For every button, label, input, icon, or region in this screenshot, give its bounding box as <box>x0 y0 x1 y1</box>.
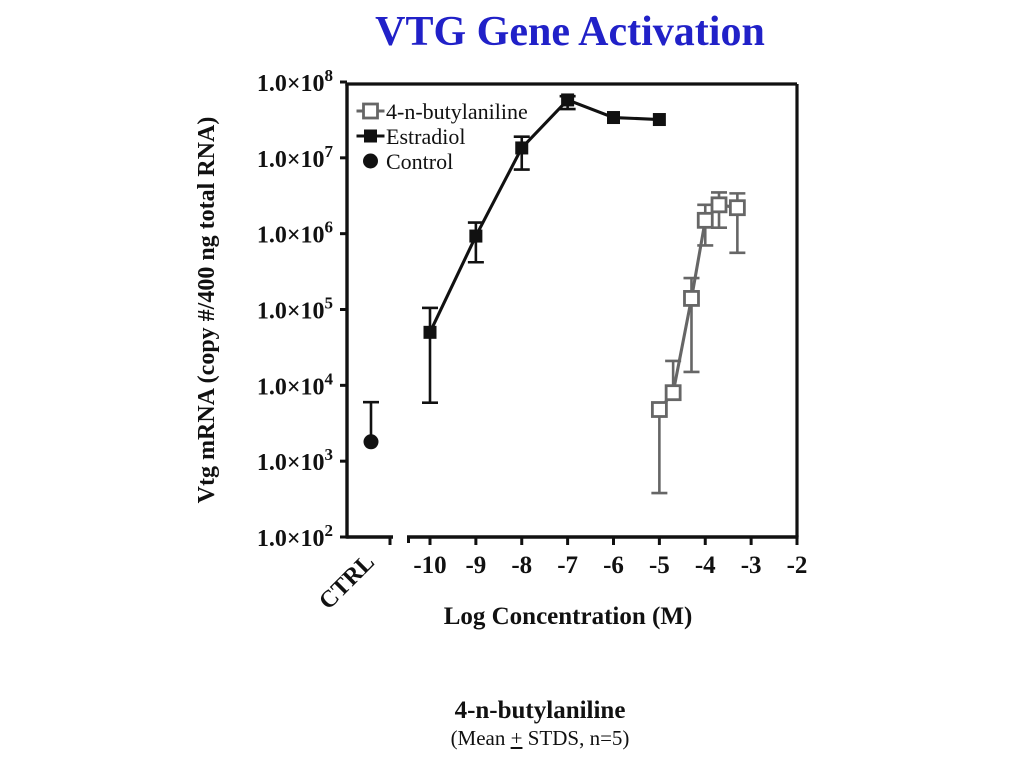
caption-compound: 4-n-butylaniline <box>454 697 626 724</box>
4-n-butylaniline-marker <box>710 196 728 214</box>
x-tick-label: -7 <box>557 552 578 579</box>
y-tick-exponent: 3 <box>325 445 334 464</box>
legend-label: Estradiol <box>386 124 465 149</box>
legend-label: Control <box>386 149 453 174</box>
caption-stats-post: STDS, n=5) <box>522 726 630 750</box>
estradiol-marker <box>423 325 437 339</box>
estradiol-marker <box>561 93 575 107</box>
4-n-butylaniline-marker <box>683 290 700 307</box>
4-n-butylaniline-marker <box>650 401 668 418</box>
caption-stats-pre: (Mean <box>450 726 511 750</box>
y-tick-exponent: 8 <box>325 66 334 85</box>
caption-stats: (Mean + STDS, n=5) <box>240 726 840 751</box>
legend-open-square-icon <box>362 102 379 120</box>
x-axis-title: Log Concentration (M) <box>444 603 693 630</box>
estradiol-marker <box>515 141 529 155</box>
4-n-butylaniline-line <box>658 203 738 411</box>
y-tick-label: 1.0×103 <box>257 445 333 476</box>
estradiol-marker <box>607 111 620 125</box>
x-tick-label: -8 <box>511 552 532 579</box>
4-n-butylaniline-marker <box>728 199 746 217</box>
x-tick-label: -9 <box>465 552 486 579</box>
y-tick-exponent: 6 <box>325 218 334 237</box>
x-tick-label: -2 <box>787 552 808 579</box>
legend-filled-square-icon <box>364 129 377 143</box>
x-tick-label: -10 <box>413 552 446 579</box>
y-tick-exponent: 4 <box>325 369 334 388</box>
legend-label: 4-n-butylaniline <box>386 99 528 124</box>
4-n-butylaniline-marker <box>664 384 682 402</box>
plus-minus-symbol: + <box>510 726 523 750</box>
y-tick-label: 1.0×102 <box>257 521 333 552</box>
control-marker <box>363 434 379 450</box>
y-tick-label: 1.0×105 <box>257 294 333 325</box>
estradiol-marker <box>652 113 666 127</box>
x-tick-label: -4 <box>695 552 716 579</box>
vtg-plot: 1.0×108 1.0×107 1.0×106 1.0×105 1.0×104 1.0×1… <box>194 66 808 630</box>
y-tick-exponent: 5 <box>325 294 334 313</box>
y-tick-label: 1.0×107 <box>257 142 334 173</box>
y-tick-label: 1.0×106 <box>257 218 333 249</box>
4-n-butylaniline-marker <box>696 211 714 229</box>
y-tick-exponent: 2 <box>325 521 334 540</box>
legend-filled-circle-icon <box>363 153 378 169</box>
y-tick-exponent: 7 <box>325 142 334 161</box>
estradiol-marker <box>469 229 483 243</box>
estradiol-line <box>428 98 660 333</box>
ctrl-tick-label: CTRL <box>314 549 380 615</box>
caption-block: 4-n-butylaniline (Mean + STDS, n=5) <box>240 696 840 751</box>
x-tick-label: -3 <box>741 552 762 579</box>
x-tick-label: -5 <box>649 552 670 579</box>
x-tick-label: -6 <box>603 552 624 579</box>
chart-title: VTG Gene Activation <box>375 9 765 55</box>
y-tick-label: 1.0×108 <box>257 66 333 97</box>
y-tick-label: 1.0×104 <box>257 369 334 400</box>
y-axis-title: Vtg mRNA (copy #/400 ng total RNA) <box>194 117 220 504</box>
